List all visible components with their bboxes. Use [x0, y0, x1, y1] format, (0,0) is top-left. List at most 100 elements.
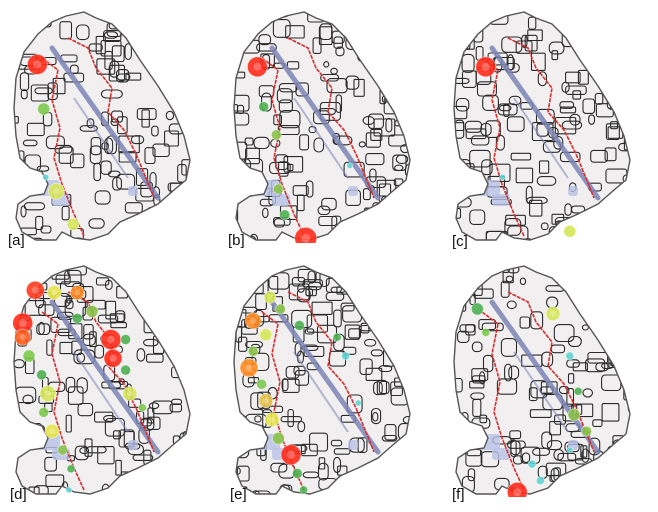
marker-highlight — [51, 290, 57, 296]
city-block — [34, 432, 42, 439]
city-block — [383, 266, 393, 277]
city-block — [12, 167, 19, 177]
marker-circle — [67, 465, 75, 473]
marker-circle — [500, 174, 506, 180]
map-panel-3 — [448, 8, 658, 258]
city-block — [650, 108, 658, 122]
city-block — [368, 64, 378, 72]
city-block — [448, 421, 461, 430]
city-block — [204, 117, 212, 123]
city-block — [470, 242, 489, 243]
water-area — [478, 180, 500, 196]
city-block — [208, 334, 218, 352]
city-block — [199, 231, 218, 243]
city-block — [374, 53, 389, 68]
city-block — [10, 23, 26, 40]
marker-circle — [121, 335, 131, 345]
city-block — [199, 338, 208, 350]
map-panel-1 — [8, 8, 218, 258]
city-block — [209, 25, 218, 38]
city-block — [11, 168, 27, 177]
city-block — [432, 182, 438, 195]
city-block — [104, 9, 116, 17]
city-block — [399, 270, 413, 286]
city-block — [456, 40, 463, 52]
city-block — [242, 22, 254, 29]
marker — [476, 57, 496, 77]
city-block — [203, 102, 217, 119]
marker-circle — [276, 304, 286, 314]
city-block — [386, 37, 401, 54]
marker-highlight — [49, 428, 55, 434]
marker-highlight — [245, 364, 252, 371]
map-panel-2 — [228, 8, 438, 258]
city-block — [166, 75, 176, 82]
marker — [43, 174, 49, 180]
marker — [259, 394, 273, 408]
city-block — [424, 379, 438, 388]
marker-highlight — [482, 63, 490, 71]
marker — [138, 404, 146, 412]
water-area — [348, 440, 358, 450]
city-block — [628, 346, 643, 358]
marker — [247, 57, 267, 77]
marker-circle — [248, 346, 258, 356]
city-block — [238, 179, 253, 196]
city-block — [453, 434, 465, 440]
marker — [58, 445, 68, 455]
marker-circle — [272, 432, 284, 444]
city-block — [641, 186, 657, 196]
marker — [281, 445, 301, 465]
district-map — [228, 8, 438, 243]
city-block — [59, 240, 65, 243]
city-block — [427, 317, 436, 333]
city-block — [161, 38, 174, 51]
city-block — [472, 186, 477, 193]
marker-circle — [38, 103, 50, 115]
city-block — [9, 135, 15, 150]
city-block — [189, 395, 202, 410]
city-block — [616, 81, 621, 89]
city-block — [240, 32, 247, 40]
city-block — [407, 9, 420, 25]
city-block — [594, 483, 613, 494]
city-block — [203, 63, 214, 80]
city-block — [526, 496, 545, 497]
city-block — [141, 291, 158, 304]
city-block — [640, 375, 647, 380]
map-panel-6 — [448, 262, 658, 512]
city-block — [191, 237, 200, 243]
marker — [86, 305, 98, 317]
marker-highlight — [20, 334, 26, 340]
city-block — [634, 19, 646, 36]
city-block — [214, 372, 218, 378]
city-block — [647, 68, 657, 79]
city-block — [186, 90, 201, 99]
city-block — [99, 241, 117, 243]
city-block — [431, 42, 438, 55]
city-block — [408, 316, 419, 331]
marker-circle — [582, 426, 592, 436]
city-block — [107, 9, 118, 20]
city-block — [216, 446, 218, 462]
city-block — [233, 425, 248, 439]
city-block — [208, 488, 218, 493]
marker — [265, 413, 279, 427]
city-block — [168, 217, 181, 229]
city-block — [249, 172, 256, 189]
city-block — [361, 19, 375, 37]
city-block — [11, 427, 29, 445]
city-block — [365, 308, 383, 321]
city-block — [649, 48, 658, 62]
city-block — [642, 365, 654, 375]
marker — [564, 225, 576, 237]
city-block — [592, 53, 607, 65]
city-block — [614, 32, 628, 40]
city-block — [621, 273, 626, 284]
city-block — [41, 264, 47, 277]
city-block — [409, 187, 429, 197]
city-block — [426, 352, 434, 363]
city-block — [361, 15, 372, 26]
city-block — [166, 282, 182, 298]
city-block — [616, 207, 634, 222]
